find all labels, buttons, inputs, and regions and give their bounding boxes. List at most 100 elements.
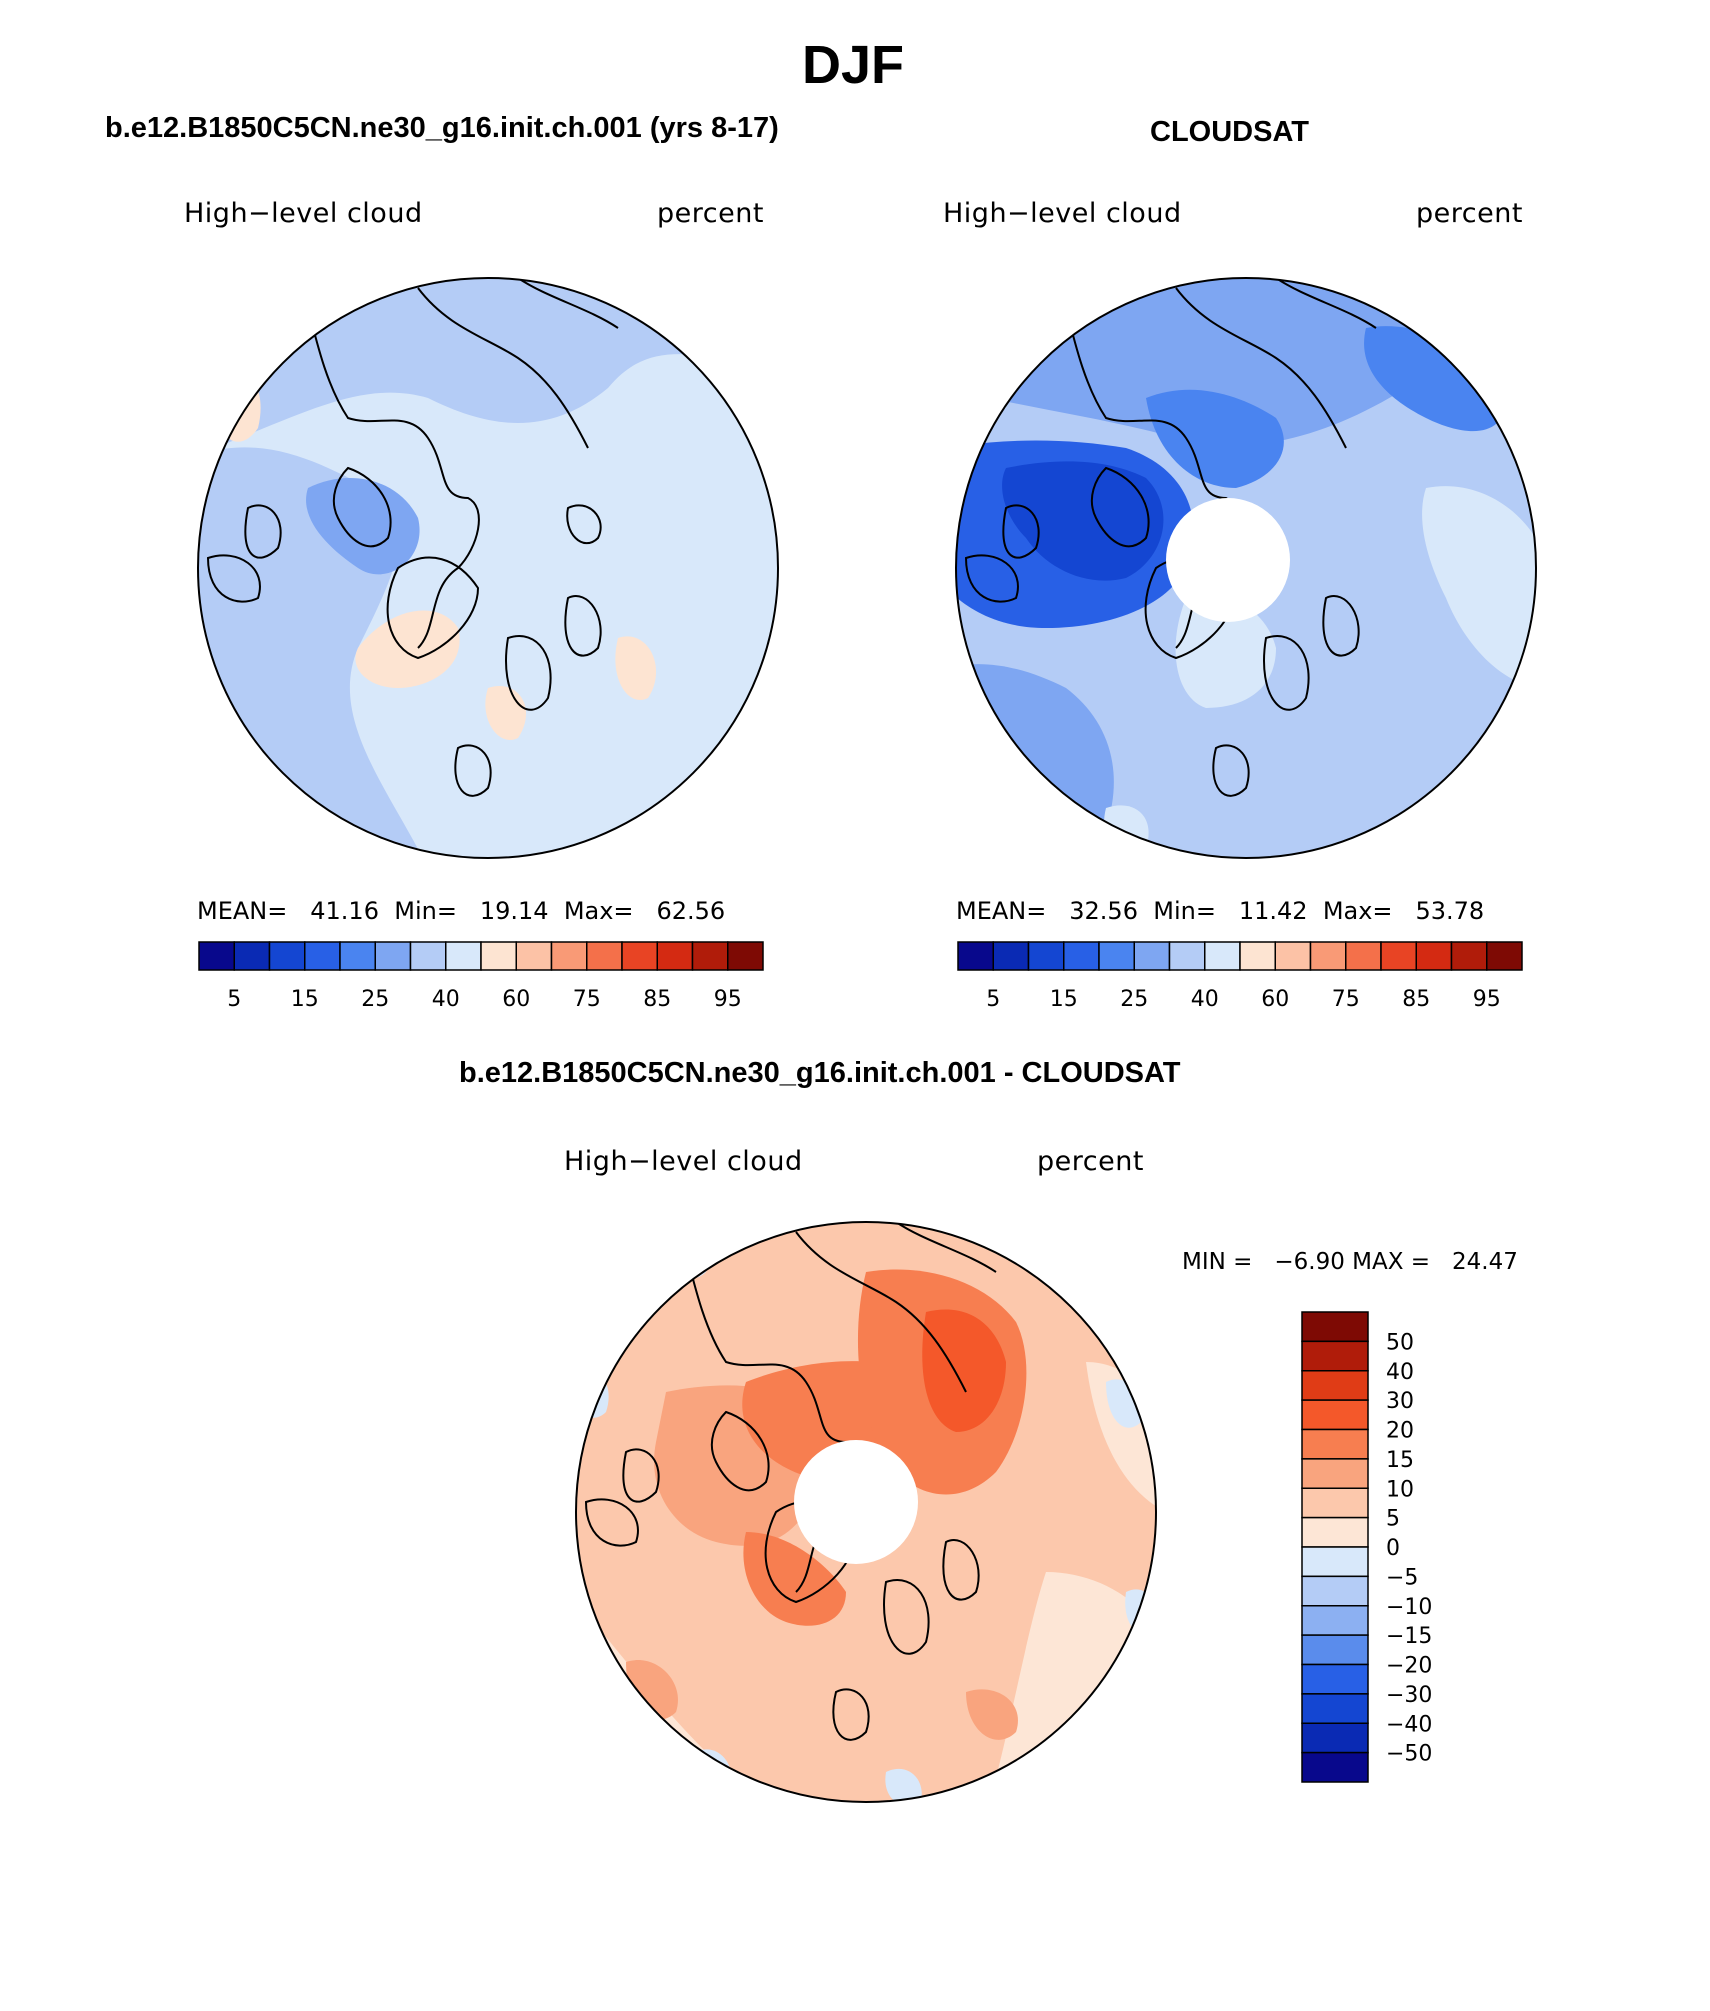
colorbar-swatch [550,941,588,971]
colorbar-tick-label: 40 [432,987,460,1012]
diff-missing-data-hole [794,1440,918,1564]
colorbar-tick-label: 60 [1261,987,1289,1012]
colorbar-tick-label: −5 [1386,1565,1418,1590]
diff-minmax: MIN = −6.90 MAX = 24.47 [1182,1249,1518,1275]
colorbar-swatch [374,941,412,971]
colorbar-tick-label: 10 [1386,1477,1414,1502]
colorbar-tick-label: 75 [573,987,601,1012]
diff-variable-label: High−level cloud [564,1146,803,1177]
colorbar-swatch [992,941,1030,971]
colorbar-tick-label: 20 [1386,1419,1414,1444]
colorbar-tick-label: −50 [1386,1742,1432,1767]
obs-mean-value: 32.56 [1069,897,1138,925]
colorbar-swatch [1027,941,1065,971]
colorbar-swatch [1301,1311,1369,1343]
diff-units-label: percent [1037,1146,1144,1177]
model-case-title: b.e12.B1850C5CN.ne30_g16.init.ch.001 (yr… [105,112,779,144]
colorbar-swatch [515,941,553,971]
obs-stats: MEAN= 32.56 Min= 11.42 Max= 53.78 [956,897,1484,925]
colorbar-swatch [1301,1751,1369,1783]
colorbar-swatch [1380,941,1417,971]
colorbar-tick-label: 25 [1120,987,1148,1012]
model-polar-map [197,277,779,859]
model-min-label: Min= [394,897,457,925]
colorbar-swatch [1450,941,1488,971]
colorbar-swatch [1098,941,1135,971]
colorbar-tick-label: 40 [1386,1360,1414,1385]
colorbar-swatch [1301,1516,1369,1548]
colorbar-tick-label: −10 [1386,1595,1432,1620]
colorbar-tick-label: 25 [361,987,389,1012]
colorbar-tick-label: −30 [1386,1683,1432,1708]
colorbar-tick-label: 5 [986,987,1000,1012]
colorbar-swatch [1301,1634,1369,1666]
colorbar-swatch [445,941,482,971]
colorbar-swatch [1301,1546,1369,1578]
colorbar-tick-label: 15 [1386,1448,1414,1473]
colorbar-swatch [1301,1575,1369,1607]
colorbar-swatch [409,941,447,971]
colorbar-tick-label: 95 [1473,987,1501,1012]
colorbar-tick-label: 75 [1332,987,1360,1012]
colorbar-swatch [1345,941,1382,971]
colorbar-swatch [621,941,658,971]
obs-polar-map [955,277,1537,859]
colorbar-tick-label: 5 [1386,1507,1400,1532]
colorbar-swatch [691,941,729,971]
model-mean-label: MEAN= [197,897,288,925]
colorbar-swatch [1301,1370,1369,1401]
colorbar-swatch [480,941,517,971]
obs-mean-label: MEAN= [956,897,1047,925]
colorbar-swatch [1301,1693,1369,1724]
colorbar-swatch [1239,941,1276,971]
colorbar-swatch [1301,1487,1369,1519]
colorbar-swatch [1274,941,1312,971]
colorbar-swatch [198,941,235,971]
model-stats: MEAN= 41.16 Min= 19.14 Max= 62.56 [197,897,725,925]
colorbar-tick-label: 40 [1191,987,1219,1012]
colorbar-swatch [233,941,271,971]
obs-max-value: 53.78 [1415,897,1485,925]
model-max-label: Max= [563,897,634,925]
obs-variable-label: High−level cloud [943,198,1182,229]
colorbar-swatch [1301,1722,1369,1754]
colorbar-swatch [1204,941,1241,971]
colorbar-swatch [1301,1663,1369,1695]
colorbar-swatch [304,941,341,971]
colorbar-swatch [1301,1605,1369,1636]
obs-units-label: percent [1416,198,1523,229]
obs-max-label: Max= [1322,897,1393,925]
colorbar-swatch [727,941,764,971]
colorbar-tick-label: 95 [714,987,742,1012]
colorbar-swatch [1301,1399,1369,1431]
colorbar-swatch [1063,941,1100,971]
colorbar-tick-label: 15 [1050,987,1078,1012]
colorbar-tick-label: 15 [291,987,319,1012]
obs-colorbar: 5 15 25 40 60 75 85 95 [957,941,1523,1012]
model-variable-label: High−level cloud [184,198,423,229]
colorbar-swatch [1168,941,1206,971]
colorbar-tick-label: −40 [1386,1712,1432,1737]
colorbar-swatch [339,941,376,971]
model-units-label: percent [657,198,764,229]
colorbar-tick-label: 60 [502,987,530,1012]
colorbar-tick-label: 30 [1386,1389,1414,1414]
colorbar-tick-label: 50 [1386,1330,1414,1355]
model-mean-value: 41.16 [310,897,379,925]
colorbar-swatch [1301,1458,1369,1489]
obs-missing-data-hole [1166,498,1290,622]
obs-min-value: 11.42 [1238,897,1308,925]
colorbar-swatch [1133,941,1171,971]
colorbar-swatch [1301,1428,1369,1460]
model-colorbar: 5 15 25 40 60 75 85 95 [198,941,764,1012]
diff-polar-map [575,1221,1157,1803]
colorbar-tick-label: 85 [1402,987,1430,1012]
colorbar-swatch [1301,1340,1369,1372]
model-max-value: 62.56 [656,897,726,925]
colorbar-swatch [1309,941,1347,971]
colorbar-swatch [586,941,623,971]
colorbar-swatch [656,941,694,971]
colorbar-tick-label: −15 [1386,1624,1432,1649]
